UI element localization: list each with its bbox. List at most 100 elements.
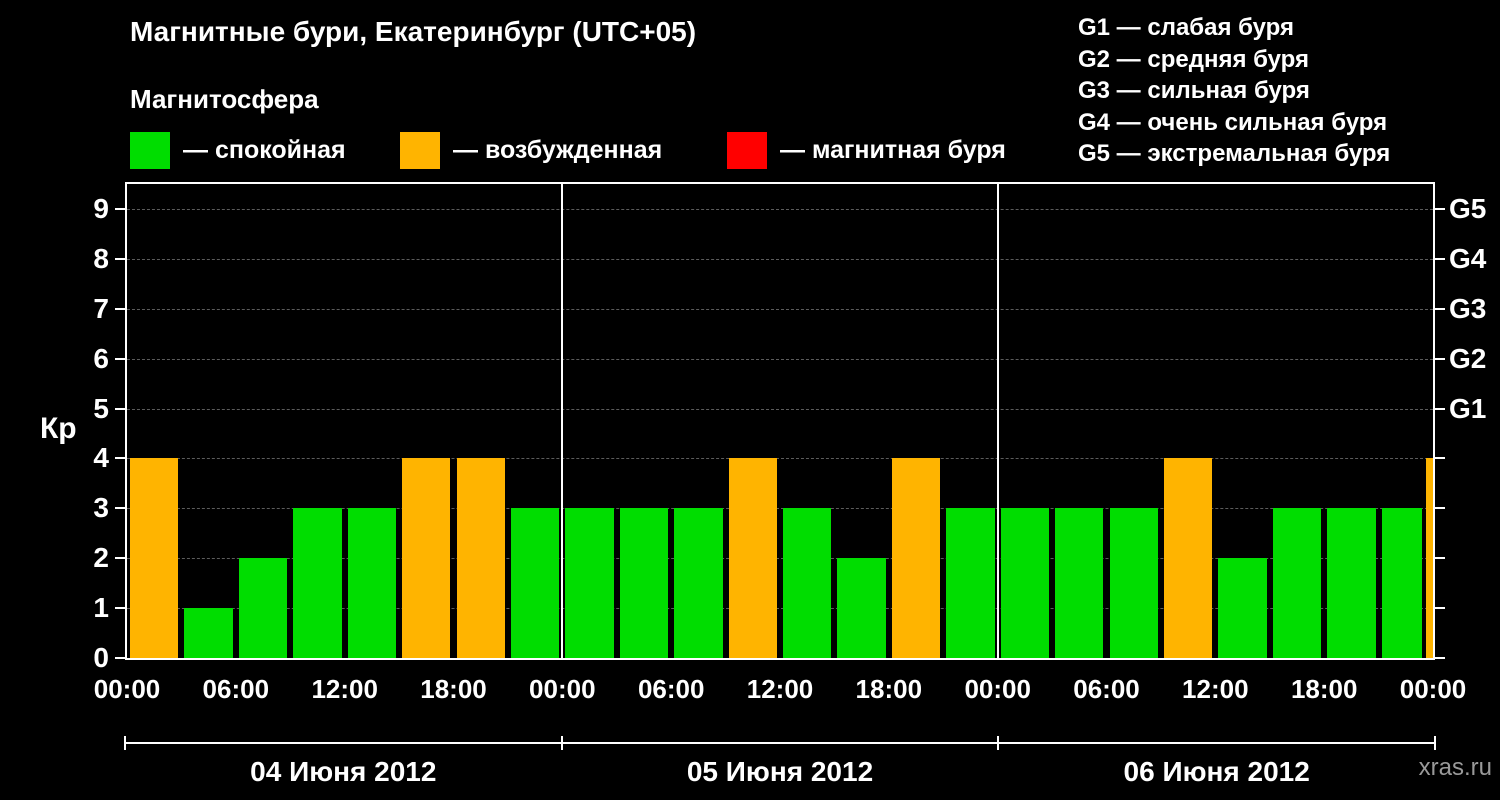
legend-item-quiet: — спокойная xyxy=(130,131,346,169)
x-tick-label: 00:00 xyxy=(93,674,161,704)
legend-item-storm: — магнитная буря xyxy=(727,131,1006,169)
y-tick-label: 8 xyxy=(93,242,109,274)
kp-bar xyxy=(837,558,886,658)
y-tick-right xyxy=(1435,457,1445,460)
kp-bar xyxy=(293,508,342,658)
x-tick-label: 00:00 xyxy=(1399,674,1467,704)
x-tick-label: 06:00 xyxy=(1073,674,1140,704)
kp-bar xyxy=(783,508,832,658)
kp-bar xyxy=(565,508,614,658)
x-tick-label: 18:00 xyxy=(855,674,923,704)
y-tick-left xyxy=(115,657,125,659)
x-tick-label: 00:00 xyxy=(529,674,596,704)
y-tick-right xyxy=(1435,357,1445,360)
kp-bar xyxy=(891,458,941,658)
g-scale-label: G4 xyxy=(1449,242,1487,274)
storm-scale-item-g5: G5 — экстремальная буря xyxy=(1078,140,1391,167)
y-tick-left xyxy=(115,407,125,410)
y-tick-label: 3 xyxy=(93,492,109,524)
date-label: 06 Июня 2012 xyxy=(1123,756,1310,787)
date-axis-line xyxy=(125,742,1435,744)
kp-bar xyxy=(619,508,669,658)
storm-scale-item-g4: G4 — очень сильная буря xyxy=(1078,108,1388,136)
gridline xyxy=(127,558,1433,560)
kp-bar xyxy=(130,458,179,658)
x-tick-label: 18:00 xyxy=(1290,674,1358,704)
y-tick-right xyxy=(1435,307,1445,310)
kp-bar xyxy=(674,508,723,658)
date-label: 04 Июня 2012 xyxy=(250,756,437,787)
x-tick-label: 00:00 xyxy=(964,674,1031,704)
kp-bar xyxy=(1218,558,1267,658)
kp-bar xyxy=(402,458,451,658)
y-tick-right xyxy=(1435,657,1445,659)
y-tick-label: 5 xyxy=(93,392,109,424)
gridline xyxy=(127,608,1433,610)
gridline xyxy=(127,258,1433,260)
g-scale-label: G5 xyxy=(1449,192,1487,224)
storm-scale-item-g3: G3 — сильная буря xyxy=(1078,77,1310,104)
legend-item-excited: — возбужденная xyxy=(400,131,662,169)
y-tick-label: 2 xyxy=(93,542,109,574)
date-axis-tick xyxy=(560,736,563,750)
y-tick-label: 6 xyxy=(93,342,109,374)
legend-item-label: — возбужденная xyxy=(453,135,663,164)
x-tick-label: 12:00 xyxy=(1182,674,1249,704)
day-separator xyxy=(996,184,999,658)
y-tick-label: 9 xyxy=(93,192,109,224)
y-tick-left xyxy=(115,207,125,210)
date-label: 05 Июня 2012 xyxy=(686,756,874,787)
g-scale-label: G1 xyxy=(1449,392,1487,424)
date-axis-tick xyxy=(124,736,126,750)
kp-bar xyxy=(347,508,397,658)
y-tick-left xyxy=(115,257,125,260)
kp-bar xyxy=(1163,458,1213,658)
x-tick-label: 12:00 xyxy=(746,674,814,704)
date-axis-tick xyxy=(1434,736,1436,750)
y-tick-right xyxy=(1435,257,1445,260)
legend-item-label: — спокойная xyxy=(183,135,346,164)
gridline xyxy=(127,458,1433,460)
date-axis-tick xyxy=(997,736,1000,750)
gridline xyxy=(127,358,1433,360)
y-tick-left xyxy=(115,557,125,560)
y-tick-left xyxy=(115,457,125,460)
kp-bar xyxy=(728,458,777,658)
kp-bar xyxy=(1327,508,1376,658)
x-tick-label: 18:00 xyxy=(420,674,487,704)
y-tick-left xyxy=(115,357,125,360)
y-tick-right xyxy=(1435,207,1445,210)
plot-area: 0 1 2 3 4 5 6 7 8 9 G1 G2 G3 G4 G5 00:00 06:00 12:00 18:00… xyxy=(93,182,1486,704)
kp-bar-partial xyxy=(1426,458,1433,658)
y-tick-label: 1 xyxy=(93,592,109,624)
excited-color-swatch xyxy=(400,131,440,169)
storm-scale-legend: G1 — слабая буря G2 — средняя буря G3 — … xyxy=(1078,12,1390,170)
legend-item-label: — магнитная буря xyxy=(780,135,1006,164)
kp-bar xyxy=(456,458,505,658)
y-tick-left xyxy=(115,307,125,310)
y-tick-label: 4 xyxy=(93,442,109,474)
storm-color-swatch xyxy=(727,131,767,169)
page-title: Магнитные бури, Екатеринбург (UTC+05) xyxy=(130,16,697,47)
watermark: xras.ru xyxy=(1418,754,1492,781)
y-tick-label: 0 xyxy=(93,642,109,673)
g-scale-label: G3 xyxy=(1449,292,1487,324)
storm-scale-item-g2: G2 — средняя буря xyxy=(1078,45,1309,73)
kp-bar xyxy=(238,558,288,658)
g-scale-label: G2 xyxy=(1449,342,1487,374)
gridline xyxy=(127,308,1433,310)
x-tick-label: 06:00 xyxy=(637,674,705,704)
y-tick-right xyxy=(1435,557,1445,560)
gridline xyxy=(127,508,1433,510)
gridline xyxy=(127,208,1433,210)
y-tick-right xyxy=(1435,607,1445,610)
kp-bar xyxy=(1000,508,1050,658)
y-tick-right xyxy=(1435,507,1445,510)
kp-bar xyxy=(510,508,560,658)
date-axis: 04 Июня 2012 05 Июня 2012 06 Июня 2012 xyxy=(124,736,1436,796)
y-tick-left xyxy=(115,507,125,510)
kp-bar xyxy=(946,508,995,658)
magnetosphere-legend-title: Магнитосфера xyxy=(130,84,319,114)
kp-bar xyxy=(1109,508,1158,658)
